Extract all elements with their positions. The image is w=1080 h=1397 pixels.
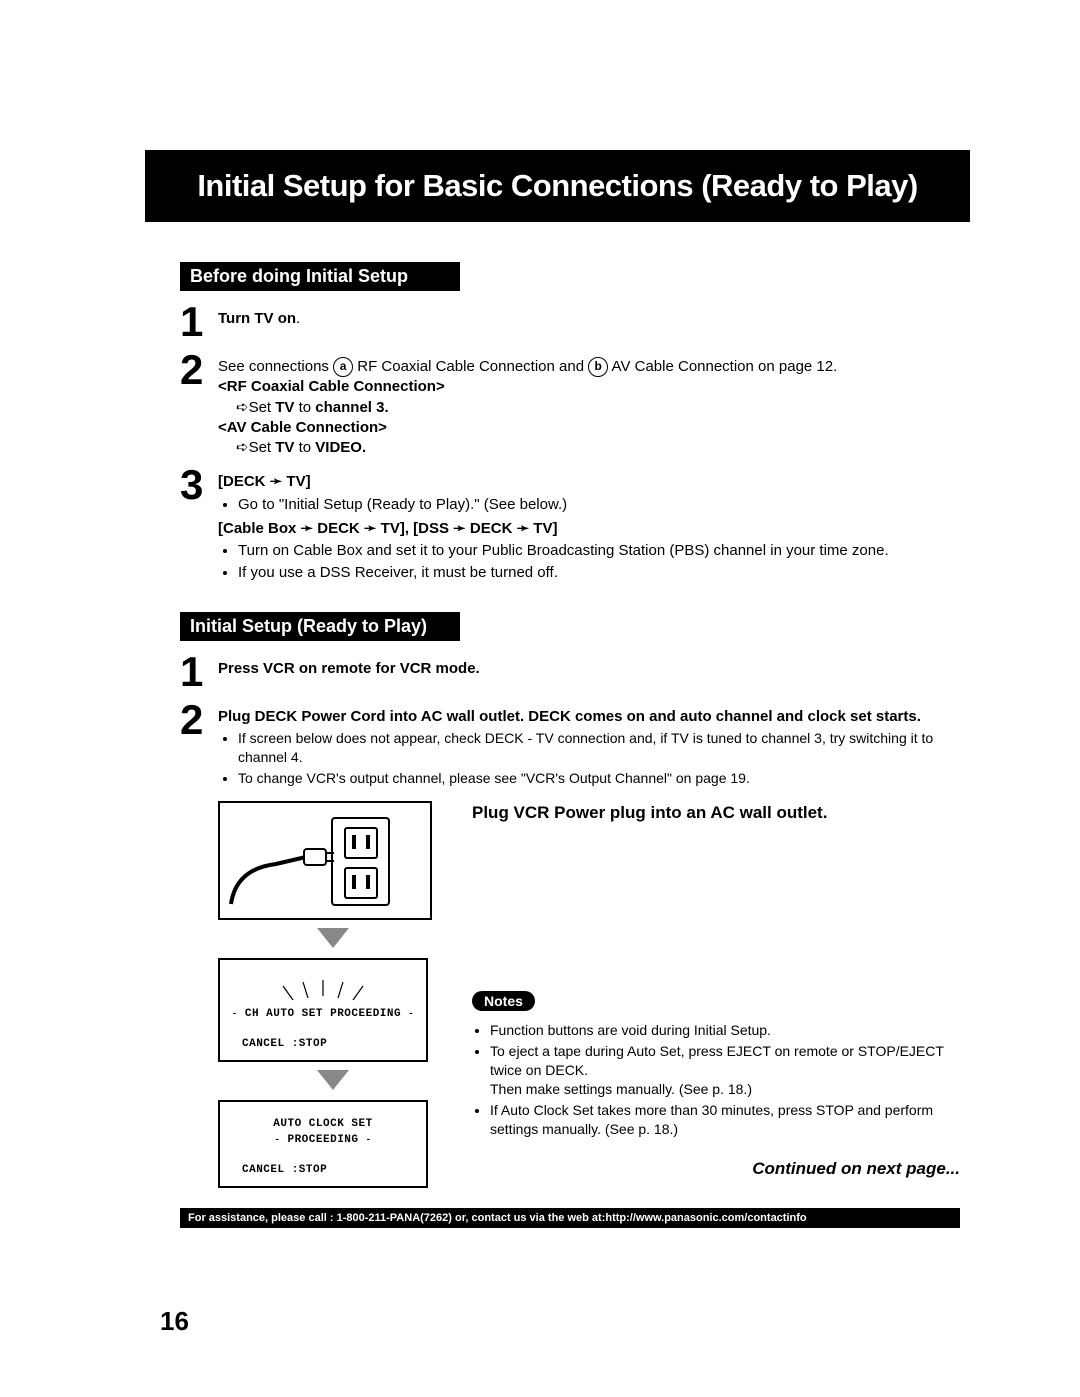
sun-rays-icon xyxy=(233,976,413,1004)
before-section: Before doing Initial Setup 1 Turn TV on.… xyxy=(180,262,960,588)
step-body: Plug DECK Power Cord into AC wall outlet… xyxy=(218,699,960,792)
notes-label: Notes xyxy=(472,991,535,1011)
down-arrow-icon xyxy=(317,928,349,948)
wall-outlet-diagram xyxy=(218,801,432,920)
down-arrow-icon xyxy=(317,1070,349,1090)
page-number: 16 xyxy=(160,1306,189,1337)
before-step-1: 1 Turn TV on. xyxy=(180,301,960,343)
initial-header: Initial Setup (Ready to Play) xyxy=(180,612,460,641)
tv-screen-1: - CH AUTO SET PROCEEDING - CANCEL :STOP xyxy=(218,958,428,1062)
step-number: 1 xyxy=(180,651,218,693)
circled-a-icon: a xyxy=(333,357,353,377)
step-body: Turn TV on. xyxy=(218,301,960,329)
page-title: Initial Setup for Basic Connections (Rea… xyxy=(175,168,940,204)
manual-page: Initial Setup for Basic Connections (Rea… xyxy=(0,0,1080,1397)
before-step-2: 2 See connections a RF Coaxial Cable Con… xyxy=(180,349,960,458)
step-number: 2 xyxy=(180,349,218,391)
step-number: 3 xyxy=(180,464,218,506)
socket-icon xyxy=(344,827,378,859)
step-body: Press VCR on remote for VCR mode. xyxy=(218,651,960,679)
continued-text: Continued on next page... xyxy=(472,1159,960,1179)
diagram-column: - CH AUTO SET PROCEEDING - CANCEL :STOP … xyxy=(218,801,448,1196)
initial-section: Initial Setup (Ready to Play) 1 Press VC… xyxy=(180,612,960,1229)
step-body: [DECK ➛ TV] Go to "Initial Setup (Ready … xyxy=(218,464,960,587)
initial-step-1: 1 Press VCR on remote for VCR mode. xyxy=(180,651,960,693)
step-body: See connections a RF Coaxial Cable Conne… xyxy=(218,349,960,458)
footer-bar: For assistance, please call : 1-800-211-… xyxy=(180,1208,960,1228)
step-number: 1 xyxy=(180,301,218,343)
title-banner: Initial Setup for Basic Connections (Rea… xyxy=(145,150,970,222)
outlet-plate xyxy=(331,817,390,906)
step-number: 2 xyxy=(180,699,218,741)
tv-screen-2: AUTO CLOCK SET - PROCEEDING - CANCEL :ST… xyxy=(218,1100,428,1188)
socket-icon xyxy=(344,867,378,899)
before-header: Before doing Initial Setup xyxy=(180,262,460,291)
plug-subheading: Plug VCR Power plug into an AC wall outl… xyxy=(472,803,960,823)
power-cord-icon xyxy=(226,839,336,909)
initial-step-2: 2 Plug DECK Power Cord into AC wall outl… xyxy=(180,699,960,792)
before-step-3: 3 [DECK ➛ TV] Go to "Initial Setup (Read… xyxy=(180,464,960,587)
circled-b-icon: b xyxy=(588,357,608,377)
notes-column: Plug VCR Power plug into an AC wall outl… xyxy=(472,801,960,1196)
diagram-row: - CH AUTO SET PROCEEDING - CANCEL :STOP … xyxy=(218,801,960,1196)
